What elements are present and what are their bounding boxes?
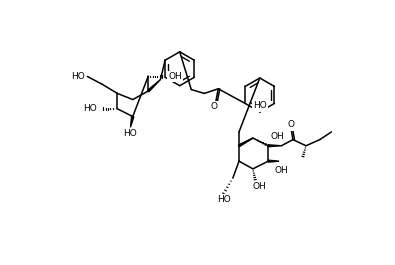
Text: HO: HO [253, 101, 267, 110]
Polygon shape [147, 80, 160, 92]
Text: OH: OH [252, 182, 266, 191]
Polygon shape [239, 138, 253, 147]
Polygon shape [268, 160, 279, 162]
Text: OH: OH [275, 166, 288, 175]
Text: HO: HO [84, 104, 97, 113]
Text: OH: OH [168, 72, 182, 81]
Text: HO: HO [124, 129, 137, 138]
Polygon shape [130, 116, 134, 127]
Polygon shape [268, 145, 281, 147]
Text: HO: HO [217, 195, 231, 204]
Text: HO: HO [71, 72, 85, 81]
Text: OH: OH [271, 132, 284, 141]
Text: O: O [288, 121, 295, 130]
Text: O: O [211, 102, 218, 111]
